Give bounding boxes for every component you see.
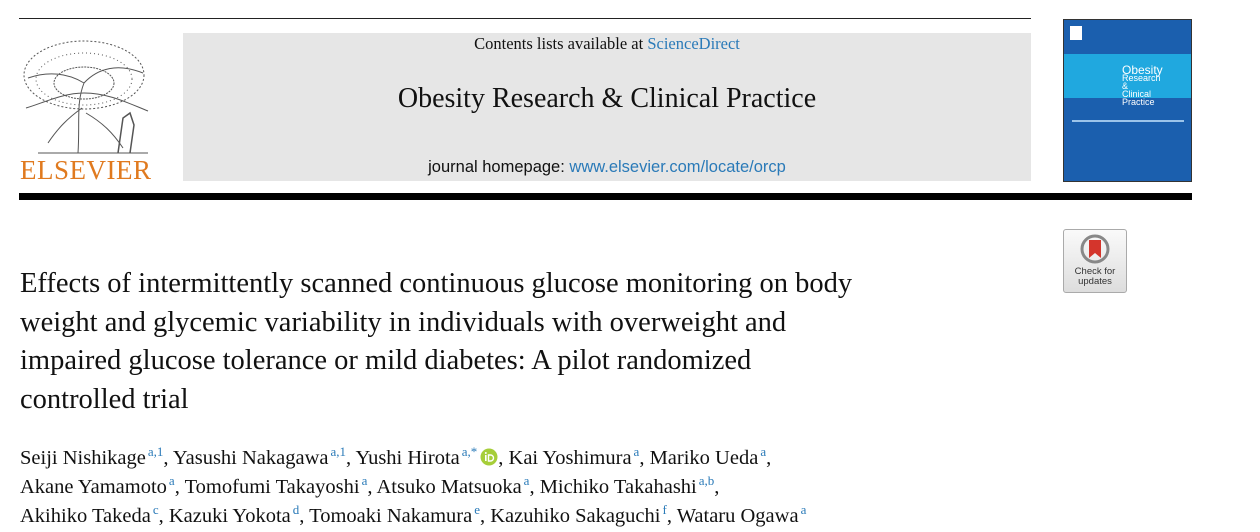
separator: , bbox=[480, 504, 486, 527]
author-name: Akane Yamamoto bbox=[20, 475, 167, 498]
cover-line: Practice bbox=[1122, 97, 1155, 107]
affiliation[interactable]: a bbox=[168, 472, 175, 488]
contents-prefix: Contents lists available at bbox=[474, 34, 644, 53]
author-name: Akihiko Takeda bbox=[20, 504, 151, 527]
affiliation[interactable]: a bbox=[523, 472, 530, 488]
author-name: Seiji Nishikage bbox=[20, 447, 146, 469]
header-bar bbox=[19, 193, 1192, 200]
publisher: ELSEVIER bbox=[20, 155, 152, 185]
author-name: Kazuhiko Sakaguchi bbox=[490, 504, 661, 527]
affiliation[interactable]: a,* bbox=[461, 444, 478, 459]
author-name: Yushi Hirota bbox=[355, 447, 460, 469]
separator: , bbox=[299, 504, 305, 527]
author-name: Mariko Ueda bbox=[649, 447, 759, 469]
author-name: Michiko Takahashi bbox=[539, 475, 697, 498]
separator: , bbox=[367, 475, 373, 498]
check-line: updates bbox=[1078, 276, 1112, 287]
check-icon bbox=[1080, 234, 1110, 264]
author-list: Seiji Nishikage a,1, Yasushi Nakagawa a,1,… bbox=[20, 444, 806, 530]
separator: , bbox=[346, 447, 352, 469]
journal-cover: Obesity Research & Clinical Practice bbox=[1063, 19, 1192, 182]
homepage-line: journal homepage: www.elsevier.com/locat… bbox=[183, 158, 1031, 177]
author: Yushi Hirota a,*, bbox=[355, 444, 504, 469]
separator: , bbox=[714, 475, 720, 498]
author-line: Seiji Nishikage a,1, Yasushi Nakagawa a,1,… bbox=[20, 444, 806, 473]
separator: , bbox=[174, 475, 180, 498]
title-line: weight and glycemic variability in indiv… bbox=[20, 306, 787, 338]
cover-line: Research bbox=[1122, 73, 1161, 83]
affiliation[interactable]: a,1 bbox=[147, 444, 164, 459]
affiliation[interactable]: f bbox=[662, 501, 667, 517]
affiliation[interactable]: a,b bbox=[698, 472, 715, 488]
author: Seiji Nishikage a,1, bbox=[20, 444, 169, 469]
sciencedirect-link[interactable]: ScienceDirect bbox=[647, 34, 740, 53]
author-line: Akihiko Takeda c, Kazuki Yokota d, Tomoaki… bbox=[20, 502, 806, 531]
author-name: Wataru Ogawa bbox=[676, 504, 799, 527]
title-line: impaired glucose tolerance or mild diabe… bbox=[20, 345, 752, 376]
author: Tomofumi Takayoshi a, bbox=[184, 472, 373, 498]
cover-logo bbox=[1070, 26, 1082, 40]
check-for-updates[interactable]: Check for updates bbox=[1063, 229, 1127, 293]
homepage-link[interactable]: www.elsevier.com/locate/orcp bbox=[569, 158, 786, 176]
author: Akihiko Takeda c, bbox=[20, 501, 164, 527]
separator: , bbox=[639, 447, 645, 469]
author-line: Akane Yamamoto a, Tomofumi Takayoshi a, At… bbox=[20, 473, 806, 502]
author-name: Kai Yoshimura bbox=[508, 447, 632, 469]
author-name: Yasushi Nakagawa bbox=[172, 447, 329, 469]
separator: , bbox=[158, 504, 164, 527]
author: Mariko Ueda a, bbox=[649, 444, 772, 469]
journal-title: Obesity Research & Clinical Practice bbox=[397, 83, 817, 114]
author: Kazuki Yokota d, bbox=[168, 501, 305, 527]
author: Michiko Takahashi a,b, bbox=[539, 472, 720, 498]
title-line: Effects of intermittently scanned contin… bbox=[20, 268, 853, 299]
author: Atsuko Matsuoka a, bbox=[376, 472, 535, 498]
affiliation[interactable]: e bbox=[474, 501, 480, 517]
article-title: Effects of intermittently scanned contin… bbox=[20, 265, 852, 419]
author: Akane Yamamoto a, bbox=[20, 472, 180, 498]
cover-line: Obesity bbox=[1122, 63, 1163, 77]
cover-title: Obesity Research & Clinical Practice bbox=[1122, 63, 1163, 107]
affiliation[interactable]: a bbox=[760, 444, 767, 459]
separator: , bbox=[766, 447, 772, 469]
affiliation[interactable]: a bbox=[800, 501, 807, 517]
author-name: Tomoaki Nakamura bbox=[309, 504, 473, 527]
separator: , bbox=[666, 504, 672, 527]
separator: , bbox=[163, 447, 169, 469]
separator: , bbox=[529, 475, 535, 498]
homepage-prefix: journal homepage: bbox=[428, 158, 565, 176]
cover-line: & bbox=[1122, 81, 1129, 91]
check-line: Check for bbox=[1074, 266, 1116, 277]
separator: , bbox=[498, 447, 504, 469]
affiliation[interactable]: a,1 bbox=[330, 444, 347, 459]
title-line: controlled trial bbox=[20, 383, 189, 415]
cover-rule bbox=[1072, 120, 1184, 122]
top-rule bbox=[19, 18, 1031, 19]
author-name: Atsuko Matsuoka bbox=[376, 475, 522, 498]
author-name: Kazuki Yokota bbox=[168, 504, 291, 527]
author: Wataru Ogawa a bbox=[676, 501, 807, 527]
contents-line: Contents lists available at ScienceDirec… bbox=[183, 34, 1031, 54]
author: Yasushi Nakagawa a,1, bbox=[172, 444, 352, 469]
cover-line: Clinical bbox=[1122, 89, 1152, 99]
author-name: Tomofumi Takayoshi bbox=[184, 475, 360, 498]
orcid-icon[interactable] bbox=[480, 448, 498, 466]
affiliation[interactable]: a bbox=[361, 472, 368, 488]
affiliation[interactable]: c bbox=[152, 501, 159, 517]
author: Kazuhiko Sakaguchi f, bbox=[490, 501, 672, 527]
elsevier-logo bbox=[23, 40, 149, 154]
check-text: Check for updates bbox=[1064, 267, 1126, 287]
affiliation[interactable]: d bbox=[292, 501, 300, 517]
author: Tomoaki Nakamura e, bbox=[309, 501, 486, 527]
journal-banner: Contents lists available at ScienceDirec… bbox=[183, 33, 1031, 181]
author: Kai Yoshimura a, bbox=[508, 444, 645, 469]
cover-band bbox=[1064, 54, 1191, 98]
affiliation[interactable]: a bbox=[633, 444, 640, 459]
